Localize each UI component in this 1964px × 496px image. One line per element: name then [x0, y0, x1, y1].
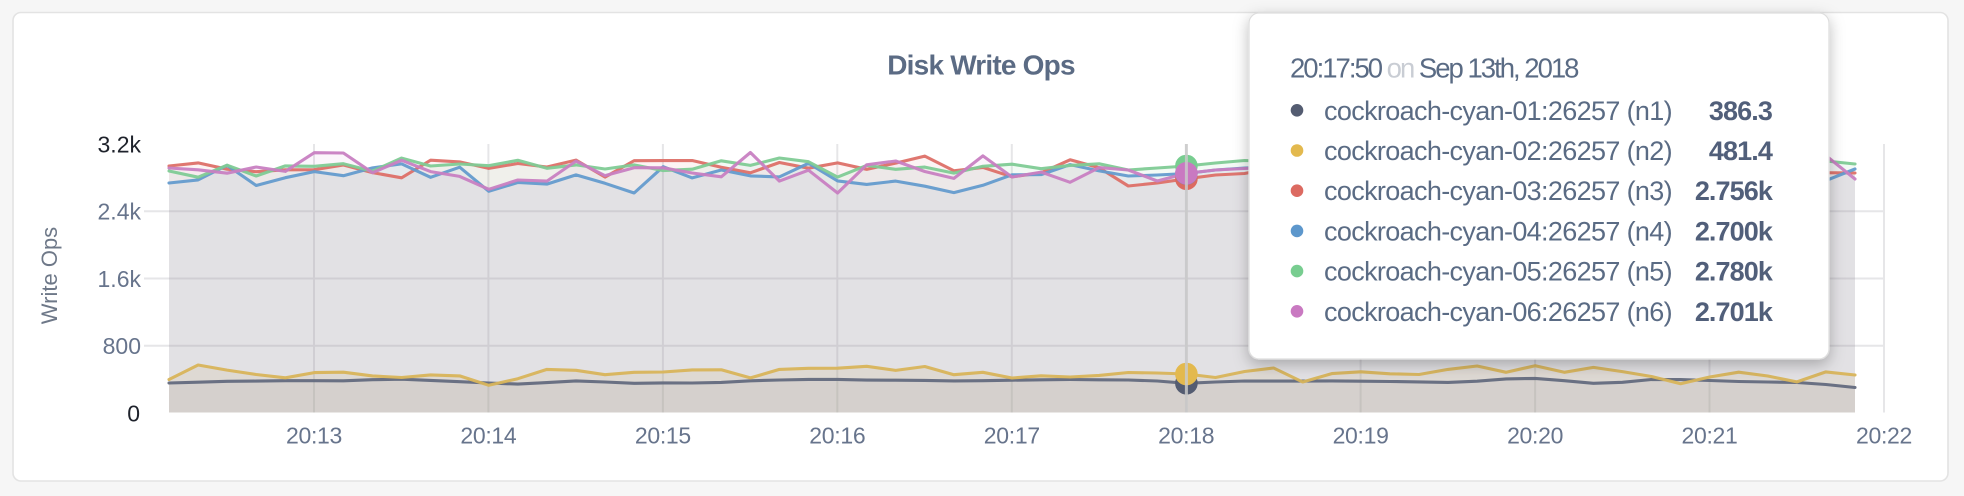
svg-text:Disk Write Ops: Disk Write Ops	[887, 50, 1075, 81]
svg-text:800: 800	[103, 333, 141, 359]
svg-text:20:17:50 on Sep 13th, 2018: 20:17:50 on Sep 13th, 2018	[1290, 53, 1579, 84]
svg-text:cockroach-cyan-05:26257 (n5): cockroach-cyan-05:26257 (n5)	[1324, 257, 1672, 287]
svg-text:386.3: 386.3	[1709, 96, 1773, 126]
svg-text:20:15: 20:15	[635, 423, 691, 449]
svg-text:1.6k: 1.6k	[98, 266, 142, 292]
svg-text:2.701k: 2.701k	[1695, 297, 1774, 327]
svg-text:2.780k: 2.780k	[1695, 257, 1774, 287]
svg-text:2.700k: 2.700k	[1695, 216, 1774, 246]
svg-text:Write Ops: Write Ops	[37, 227, 62, 324]
svg-text:20:16: 20:16	[809, 423, 865, 449]
svg-text:20:14: 20:14	[460, 423, 517, 449]
svg-text:20:20: 20:20	[1507, 423, 1563, 449]
svg-text:20:21: 20:21	[1681, 423, 1737, 449]
svg-text:cockroach-cyan-03:26257 (n3): cockroach-cyan-03:26257 (n3)	[1324, 176, 1672, 206]
svg-text:20:17: 20:17	[984, 423, 1040, 449]
svg-text:481.4: 481.4	[1709, 136, 1773, 166]
svg-text:20:18: 20:18	[1158, 423, 1214, 449]
svg-text:20:13: 20:13	[286, 423, 342, 449]
svg-text:20:22: 20:22	[1856, 423, 1912, 449]
svg-text:cockroach-cyan-04:26257 (n4): cockroach-cyan-04:26257 (n4)	[1324, 216, 1672, 246]
svg-text:cockroach-cyan-06:26257 (n6): cockroach-cyan-06:26257 (n6)	[1324, 297, 1672, 327]
svg-text:3.2k: 3.2k	[98, 131, 142, 157]
svg-text:2.4k: 2.4k	[98, 199, 142, 225]
svg-text:0: 0	[127, 400, 140, 426]
svg-text:cockroach-cyan-02:26257 (n2): cockroach-cyan-02:26257 (n2)	[1324, 136, 1672, 166]
svg-text:20:19: 20:19	[1333, 423, 1389, 449]
svg-text:2.756k: 2.756k	[1695, 176, 1774, 206]
svg-text:cockroach-cyan-01:26257 (n1): cockroach-cyan-01:26257 (n1)	[1324, 96, 1672, 126]
